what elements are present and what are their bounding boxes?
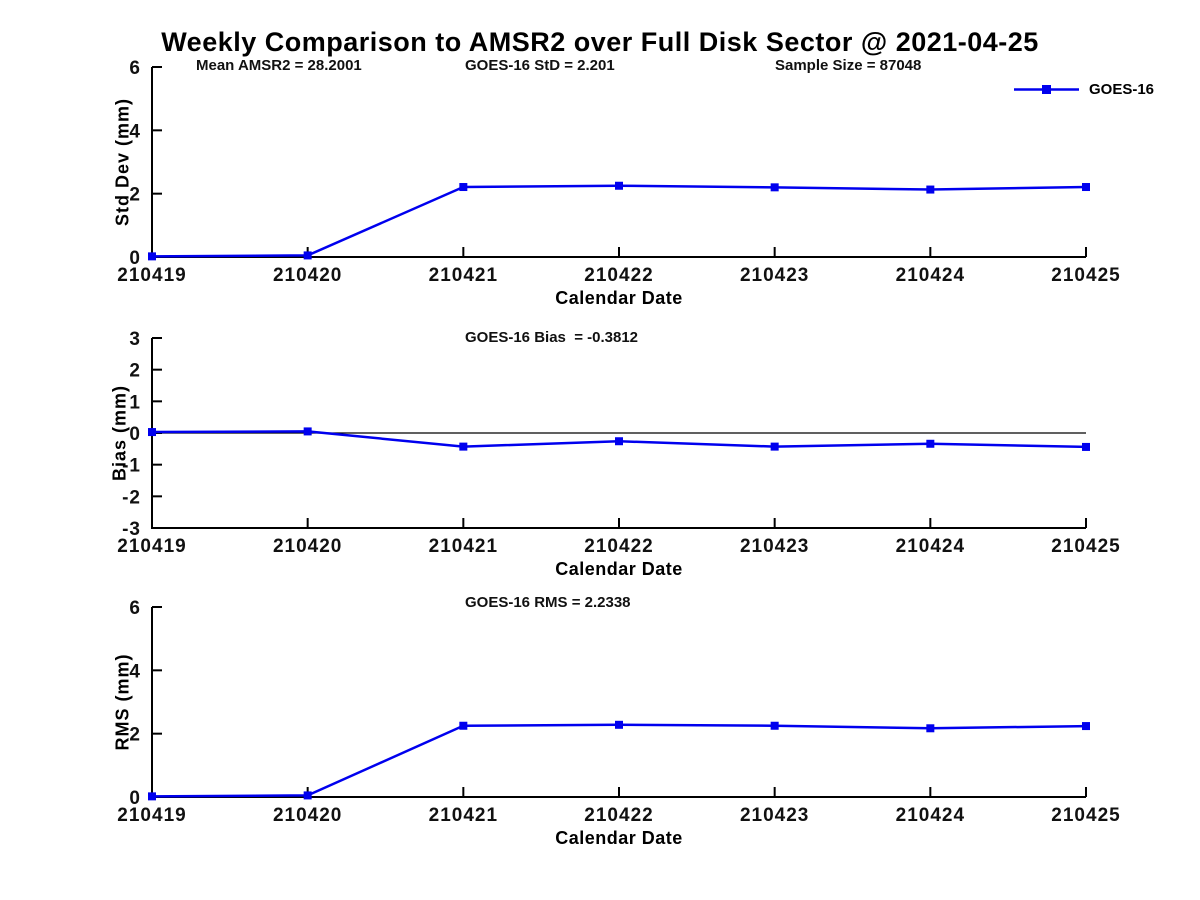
x-tick-label: 210420 — [273, 536, 342, 557]
x-axis-label-3: Calendar Date — [555, 828, 683, 848]
y-tick-label: 6 — [129, 58, 141, 79]
x-tick-label: 210422 — [584, 265, 653, 286]
annotation-goes16-rms: GOES-16 RMS = 2.2338 — [465, 594, 631, 611]
y-tick-label: 4 — [129, 121, 141, 142]
legend: GOES-16 — [1013, 80, 1154, 98]
y-tick-label: 0 — [129, 788, 141, 809]
y-tick-label: -1 — [122, 456, 141, 477]
y-tick-label: 1 — [129, 392, 141, 413]
annotation-goes16-bias: GOES-16 Bias = -0.3812 — [465, 329, 639, 346]
x-tick-label: 210424 — [896, 805, 965, 826]
y-tick-label: 6 — [129, 598, 141, 619]
y-tick-label: 0 — [129, 424, 141, 445]
annotation-sample-size: Sample Size = 87048 — [775, 57, 922, 74]
x-axis-label-2: Calendar Date — [555, 559, 683, 579]
x-tick-label: 210419 — [117, 805, 186, 826]
data-point-marker — [615, 720, 623, 729]
x-tick-label: 210421 — [429, 536, 498, 557]
annotation-goes16-std: GOES-16 StD = 2.201 — [465, 57, 615, 74]
y-tick-label: 2 — [129, 361, 141, 382]
data-point-marker — [459, 442, 468, 451]
x-tick-label: 210422 — [584, 805, 653, 826]
data-point-marker — [303, 427, 312, 436]
data-point-marker — [770, 721, 779, 730]
data-point-marker — [303, 251, 312, 260]
data-point-marker — [926, 724, 935, 733]
x-tick-label: 210419 — [117, 265, 186, 286]
legend-label: GOES-16 — [1089, 80, 1155, 98]
data-point-marker — [459, 183, 468, 192]
data-point-marker — [148, 428, 156, 437]
data-point-marker — [148, 252, 156, 261]
data-point-marker — [459, 721, 468, 730]
data-point-marker — [1082, 183, 1090, 192]
data-point-marker — [926, 185, 935, 194]
y-axis-label-bias: Bias (mm) — [109, 384, 130, 482]
y-tick-label: 2 — [129, 185, 141, 206]
series-line — [151, 723, 1087, 798]
y-tick-label: 0 — [129, 248, 141, 269]
y-tick-label: -2 — [122, 487, 141, 508]
x-tick-label: 210423 — [740, 805, 809, 826]
data-point-marker — [303, 791, 312, 800]
data-point-marker — [148, 792, 156, 801]
x-tick-label: 210420 — [273, 265, 342, 286]
data-point-marker — [770, 442, 779, 451]
x-tick-label: 210422 — [584, 536, 653, 557]
data-point-marker — [1082, 442, 1090, 451]
series-line — [151, 184, 1087, 258]
chart-title: Weekly Comparison to AMSR2 over Full Dis… — [161, 27, 1039, 57]
data-point-marker — [1082, 722, 1090, 731]
x-tick-label: 210421 — [429, 265, 498, 286]
x-tick-label: 210419 — [117, 536, 186, 557]
x-tick-label: 210423 — [740, 536, 809, 557]
y-tick-label: 2 — [129, 725, 141, 746]
y-tick-label: 3 — [129, 329, 141, 350]
x-tick-label: 210423 — [740, 265, 809, 286]
x-tick-label: 210420 — [273, 805, 342, 826]
y-tick-label: -3 — [122, 519, 141, 540]
x-tick-label: 210424 — [896, 536, 965, 557]
y-axis-label-stddev: Std Dev (mm) — [112, 97, 133, 227]
legend-line-sample-icon — [1014, 84, 1079, 94]
x-tick-label: 210425 — [1051, 805, 1120, 826]
x-tick-label: 210421 — [429, 805, 498, 826]
x-tick-label: 210424 — [896, 265, 965, 286]
y-tick-label: 4 — [129, 661, 141, 682]
data-point-marker — [770, 183, 779, 192]
data-point-marker — [615, 181, 623, 190]
x-axis-label-1: Calendar Date — [555, 288, 683, 308]
annotation-mean-amsr2: Mean AMSR2 = 28.2001 — [196, 57, 362, 74]
x-tick-label: 210425 — [1051, 265, 1120, 286]
data-point-marker — [926, 439, 935, 448]
x-tick-label: 210425 — [1051, 536, 1120, 557]
data-point-marker — [615, 437, 623, 446]
y-axis-label-rms: RMS (mm) — [112, 653, 133, 751]
